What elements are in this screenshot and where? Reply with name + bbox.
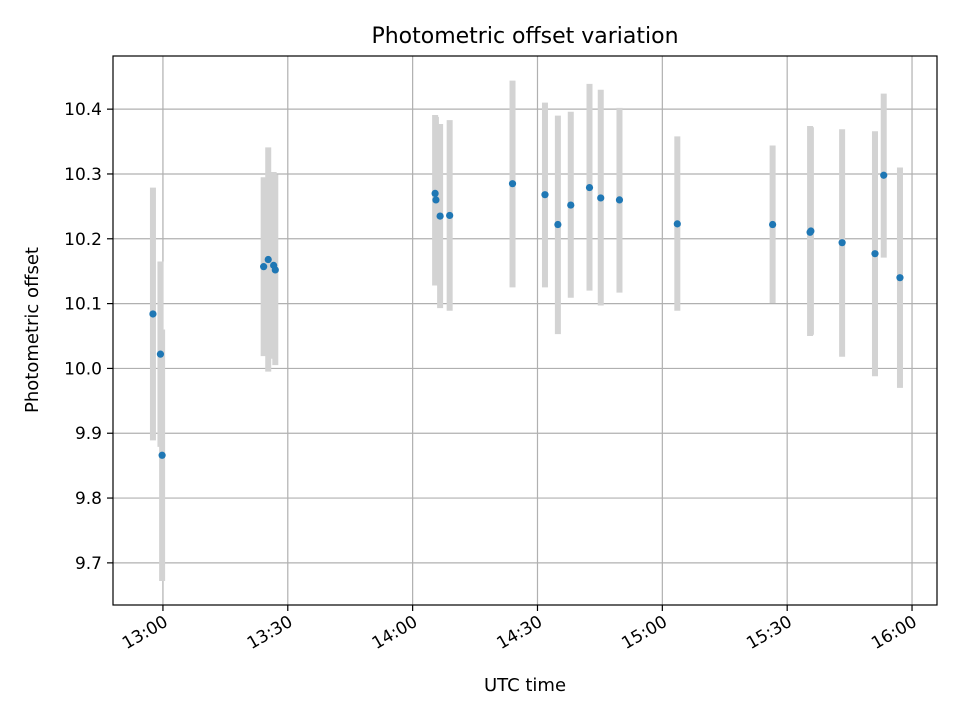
data-point <box>271 266 279 274</box>
data-point <box>436 212 444 220</box>
data-point <box>508 180 517 188</box>
y-tick-label: 10.0 <box>64 359 102 379</box>
x-tick-label: 14:30 <box>494 612 546 654</box>
data-point <box>769 220 777 229</box>
y-tick-label: 9.7 <box>75 554 102 574</box>
y-tick-label: 10.4 <box>64 100 102 120</box>
data-point <box>264 255 272 264</box>
plot-frame <box>112 55 938 606</box>
data-point <box>597 194 605 202</box>
chart-title: Photometric offset variation <box>371 24 678 49</box>
data-point <box>554 220 562 229</box>
x-tick-label: 16:00 <box>868 612 920 654</box>
data-point <box>615 196 624 204</box>
data-point <box>541 191 549 199</box>
data-point <box>149 310 157 318</box>
data-point <box>838 239 846 247</box>
data-point <box>431 189 439 198</box>
data-points <box>149 171 904 459</box>
y-tick-label: 10.2 <box>64 230 102 250</box>
data-point <box>880 171 888 179</box>
data-point <box>807 227 815 235</box>
y-axis-ticks: 9.7 9.8 9.9 10.0 10.1 10.2 10.3 10.4 <box>64 100 113 574</box>
data-point <box>156 350 165 358</box>
x-axis-ticks: 13:00 13:30 14:00 14:30 15:00 15:30 16:00 <box>119 605 921 654</box>
data-point <box>585 183 594 192</box>
y-tick-label: 10.1 <box>64 295 102 315</box>
y-tick-label: 9.9 <box>75 424 102 444</box>
y-tick-label: 10.3 <box>64 165 102 185</box>
data-point <box>432 196 440 204</box>
x-tick-label: 15:00 <box>618 612 670 654</box>
data-point <box>896 274 904 282</box>
data-point <box>446 211 454 220</box>
x-tick-label: 14:00 <box>369 612 421 654</box>
y-tick-label: 9.8 <box>75 489 102 509</box>
data-point <box>158 451 166 459</box>
x-axis-label: UTC time <box>484 675 566 696</box>
x-tick-label: 13:00 <box>119 612 171 654</box>
data-point <box>871 250 879 258</box>
x-tick-label: 13:30 <box>244 612 296 654</box>
x-tick-label: 15:30 <box>743 612 795 654</box>
y-axis-label: Photometric offset <box>22 247 43 413</box>
data-point <box>567 201 575 209</box>
gridlines <box>113 56 937 605</box>
data-point <box>673 220 681 228</box>
error-bars <box>149 80 903 582</box>
data-point <box>260 263 268 271</box>
